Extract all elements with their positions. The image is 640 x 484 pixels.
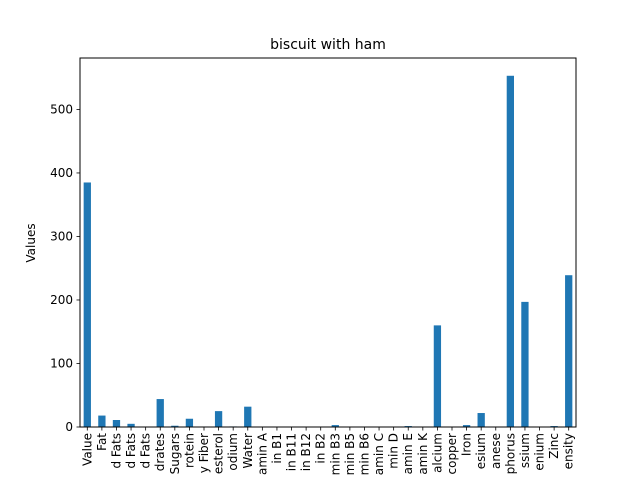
x-tick-label: amin C — [372, 433, 386, 475]
x-tick-label: Zinc — [547, 433, 561, 459]
x-tick-label: amin A — [255, 432, 269, 475]
y-tick-label: 0 — [65, 420, 73, 434]
bar — [521, 302, 528, 427]
x-tick-label: d Fats — [139, 433, 153, 469]
x-tick-label: in B12 — [299, 433, 313, 471]
x-tick-label: d Fats — [109, 433, 123, 469]
x-tick-label: rotein — [182, 433, 196, 468]
x-tick-label: ensity — [562, 433, 576, 469]
x-tick-label: esterol — [212, 433, 226, 474]
x-tick-label: in B11 — [285, 433, 299, 471]
chart-title: biscuit with ham — [270, 37, 386, 53]
x-tick-label: Water — [241, 433, 255, 469]
x-tick-label: in B1 — [270, 433, 284, 464]
x-tick-label: min B3 — [328, 433, 342, 475]
y-tick-label: 200 — [50, 293, 73, 307]
x-tick-label: y Fiber — [197, 433, 211, 473]
bar — [244, 407, 251, 427]
bar — [113, 420, 120, 427]
y-tick-label: 100 — [50, 356, 73, 370]
x-tick-label: Value — [80, 433, 94, 466]
bar — [215, 411, 222, 427]
y-tick-label: 400 — [50, 166, 73, 180]
x-tick-label: anese — [489, 433, 503, 469]
x-tick-label: enium — [533, 433, 547, 471]
bar — [478, 413, 485, 427]
x-tick-label: min D — [387, 433, 401, 469]
x-tick-label: Sugars — [168, 433, 182, 474]
x-tick-label: d Fats — [124, 433, 138, 469]
bar — [84, 182, 91, 427]
y-tick-label: 300 — [50, 229, 73, 243]
x-tick-label: min B6 — [357, 433, 371, 475]
x-tick-label: copper — [445, 433, 459, 475]
x-tick-label: esium — [474, 433, 488, 469]
x-tick-label: odium — [226, 433, 240, 471]
x-tick-label: amin K — [416, 432, 430, 475]
x-tick-label: amin E — [401, 433, 415, 474]
bar — [434, 325, 441, 427]
y-axis-label: Values — [24, 223, 38, 262]
x-tick-label: min B5 — [343, 433, 357, 475]
y-tick-label: 500 — [50, 102, 73, 116]
bar — [565, 275, 572, 427]
x-tick-label: ssium — [518, 433, 532, 468]
bar — [98, 416, 105, 427]
bar — [157, 399, 164, 427]
x-tick-label: alcium — [430, 433, 444, 473]
x-tick-label: drates — [153, 433, 167, 471]
bar — [507, 76, 514, 427]
x-tick-label: Fat — [95, 433, 109, 451]
x-tick-label: phorus — [503, 433, 517, 474]
x-tick-label: Iron — [460, 433, 474, 456]
x-tick-label: in B2 — [314, 433, 328, 464]
bar — [186, 419, 193, 427]
